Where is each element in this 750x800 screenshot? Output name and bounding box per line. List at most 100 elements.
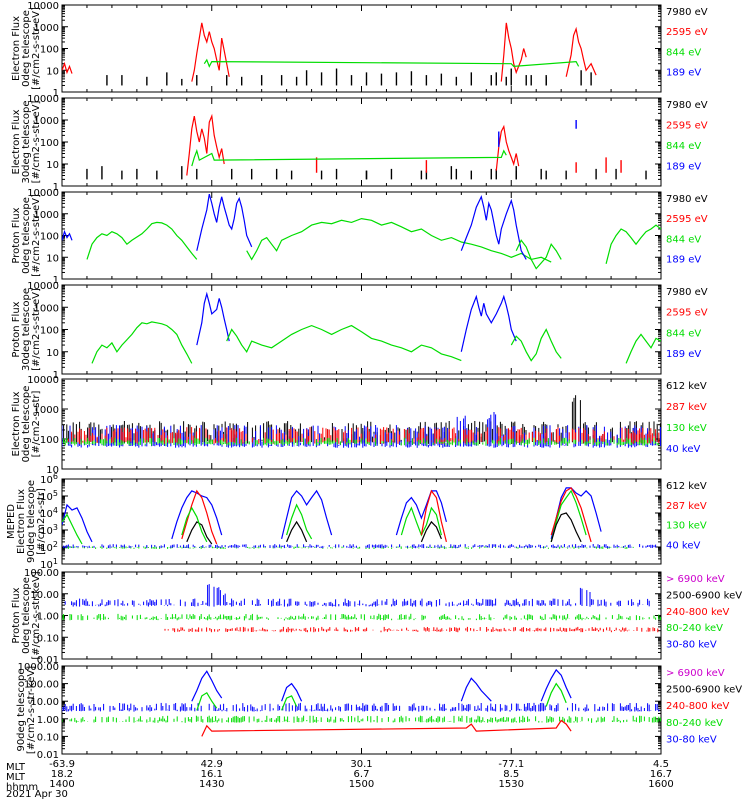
series-line <box>550 489 587 543</box>
series-8-5 <box>460 677 492 702</box>
series-line <box>395 490 447 536</box>
legend-5-1: 287 keV <box>666 402 707 413</box>
ytick-label-7-0: 0.01 <box>37 655 59 666</box>
series-line <box>605 224 661 264</box>
series-line <box>281 695 298 711</box>
series-line <box>510 328 562 362</box>
ytick-label-2-0: 1 <box>53 182 59 193</box>
series-line <box>281 682 303 702</box>
series-line <box>420 520 442 543</box>
legend-2-2: 844 eV <box>666 141 701 152</box>
series-line <box>196 291 230 346</box>
xaxis-row-1-value-4: 4.5 <box>653 759 669 770</box>
ytick-label-6-2: 103 <box>40 523 58 537</box>
legend-7-2: 240-800 keV <box>666 607 730 618</box>
series-2-3 <box>315 157 622 173</box>
series-line <box>226 324 462 362</box>
legend-6-2: 130 keV <box>666 521 707 532</box>
legend-7-3: 80-240 keV <box>666 623 723 634</box>
series-8-2 <box>196 691 218 711</box>
ylabel-1-2: [#/cm2-s-str-eV] <box>31 7 42 90</box>
series-6-15 <box>550 489 587 543</box>
series-1-0 <box>106 68 592 86</box>
series-6-2 <box>171 490 223 540</box>
ylabel-1-1: 0deg telescope <box>21 10 32 87</box>
series-8-8 <box>62 715 661 723</box>
series-line <box>550 487 592 543</box>
series-line <box>420 489 447 543</box>
ylabel-6-3: [#/cm2-s-str] <box>36 488 47 555</box>
legend-5-2: 130 keV <box>666 423 707 434</box>
series-4-3 <box>460 294 517 352</box>
ylabel-6-0: MEPED <box>6 504 17 539</box>
legend-1-3: 189 eV <box>666 68 701 79</box>
series-1-4 <box>565 26 597 77</box>
ytick-label-6-3: 104 <box>40 506 58 520</box>
xaxis-row-3-value-3: 1530 <box>499 779 524 790</box>
ylabel-2-2: [#/cm2-s-str-eV] <box>31 101 42 184</box>
xaxis-row-3-value-4: 1600 <box>648 779 673 790</box>
ytick-label-1-2: 100 <box>40 45 59 56</box>
ytick-label-3-3: 1000 <box>34 210 59 221</box>
ytick-label-7-4: 100.00 <box>24 568 59 579</box>
series-1-2 <box>191 22 230 82</box>
ylabel-2-0: Electron Flux <box>11 109 22 174</box>
series-2-2 <box>495 124 520 171</box>
legend-5-0: 612 keV <box>666 381 707 392</box>
ylabel-3-2: [#/cm2-s-str-eV] <box>31 194 42 277</box>
legend-8-4: 30-80 keV <box>666 734 717 745</box>
ylabel-3-0: Proton Flux <box>11 207 22 263</box>
xaxis-row-2-value-2: 6.7 <box>354 769 370 780</box>
series-4-4 <box>510 328 562 362</box>
series-4-5 <box>625 333 661 364</box>
panel-frame-4 <box>61 284 662 375</box>
ylabel-6-1: Electron Flux <box>16 489 27 554</box>
series-line <box>62 503 93 543</box>
xaxis-row-2-value-3: 8.5 <box>503 769 519 780</box>
xaxis-row-1-value-0: -63.9 <box>49 759 75 770</box>
series-2-0 <box>86 166 661 180</box>
series-6-1 <box>62 513 83 545</box>
series-line <box>400 506 442 537</box>
ylabel-7-0: Proton Flux <box>11 587 22 643</box>
series-1-3 <box>500 22 527 82</box>
series-line <box>545 682 567 707</box>
xaxis-row-3-value-0: 1400 <box>49 779 74 790</box>
ylabel-7-2: [#/cm2-s-str-keV] <box>31 571 42 659</box>
xaxis-row-1-value-2: 30.1 <box>350 759 372 770</box>
ytick-label-5-1: 100 <box>40 435 59 446</box>
ylabel-4-0: Proton Flux <box>11 301 22 357</box>
legend-8-3: 80-240 keV <box>666 718 723 729</box>
series-line <box>625 333 661 364</box>
legend-3-3: 189 eV <box>666 255 701 266</box>
series-line <box>286 503 313 540</box>
ytick-label-4-2: 100 <box>40 326 59 337</box>
legend-4-1: 2595 eV <box>666 308 708 319</box>
legend-2-3: 189 eV <box>666 161 701 172</box>
ytick-label-6-1: 102 <box>40 540 58 554</box>
panel-frame-3 <box>61 191 662 280</box>
ytick-label-8-2: 1.00 <box>37 715 59 726</box>
series-8-3 <box>281 682 303 702</box>
series-4-0 <box>91 321 193 364</box>
series-4-2 <box>226 324 462 362</box>
series-3-5 <box>515 239 562 270</box>
legend-6-0: 612 keV <box>666 481 707 492</box>
ytick-label-8-1: 0.10 <box>37 732 59 743</box>
legend-8-2: 240-800 keV <box>666 701 730 712</box>
ytick-label-4-1: 10 <box>46 348 59 359</box>
series-line <box>62 229 73 241</box>
series-6-5 <box>181 506 208 543</box>
ylabel-1-0: Electron Flux <box>11 16 22 81</box>
xaxis-row-1-value-1: 42.9 <box>201 759 223 770</box>
xaxis-row-2-value-0: 18.2 <box>51 769 73 780</box>
series-6-8 <box>286 520 308 543</box>
legend-6-3: 40 keV <box>666 540 700 551</box>
series-3-2 <box>196 193 253 251</box>
series-6-7 <box>286 503 313 540</box>
series-line <box>181 506 208 543</box>
legend-2-1: 2595 eV <box>666 120 708 131</box>
series-line <box>91 321 193 364</box>
ylabel-5-1: 0deg telescope <box>21 386 32 463</box>
